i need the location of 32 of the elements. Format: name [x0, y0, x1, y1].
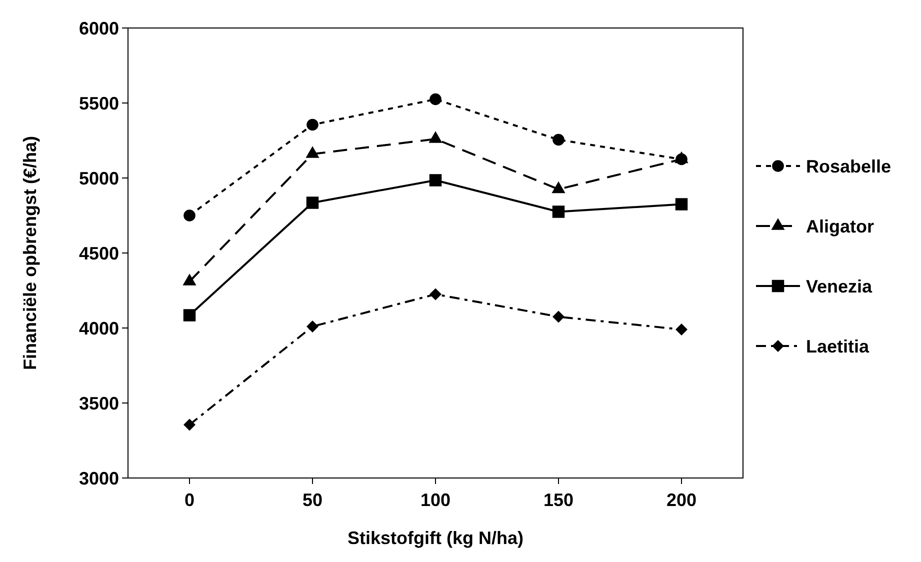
point [552, 310, 564, 323]
y-tick-label: 5000 [78, 168, 119, 188]
legend-label: Rosabelle [806, 156, 892, 176]
point [552, 206, 565, 218]
y-tick-label: 6000 [78, 18, 119, 38]
point [429, 174, 442, 186]
point [306, 118, 318, 131]
y-tick-label: 5500 [78, 93, 119, 114]
legend-label: Venezia [806, 276, 874, 296]
point [306, 320, 318, 332]
x-tick-label: 0 [184, 490, 195, 510]
y-tick-label: 3500 [78, 393, 119, 414]
point [306, 196, 319, 209]
legend-label: Laetitia [806, 336, 870, 356]
point [552, 134, 564, 146]
point [675, 198, 688, 210]
y-tick-label: 4000 [78, 318, 119, 338]
point [184, 418, 196, 431]
point [430, 288, 442, 300]
x-tick-label: 100 [420, 490, 451, 510]
x-tick-label: 150 [543, 490, 574, 510]
y-axis-title: Financiële opbrengst (€/ha) [20, 136, 40, 370]
point [183, 309, 196, 322]
legend-label: Aligator [806, 216, 874, 236]
x-tick-label: 200 [666, 490, 697, 510]
y-tick-label: 3000 [78, 468, 119, 488]
y-tick-label: 4500 [78, 243, 119, 264]
point [430, 93, 442, 106]
point [184, 210, 196, 222]
point [676, 324, 688, 336]
x-axis-title: Stikstofgift (kg N/ha) [348, 528, 524, 548]
x-tick-label: 50 [302, 490, 323, 510]
